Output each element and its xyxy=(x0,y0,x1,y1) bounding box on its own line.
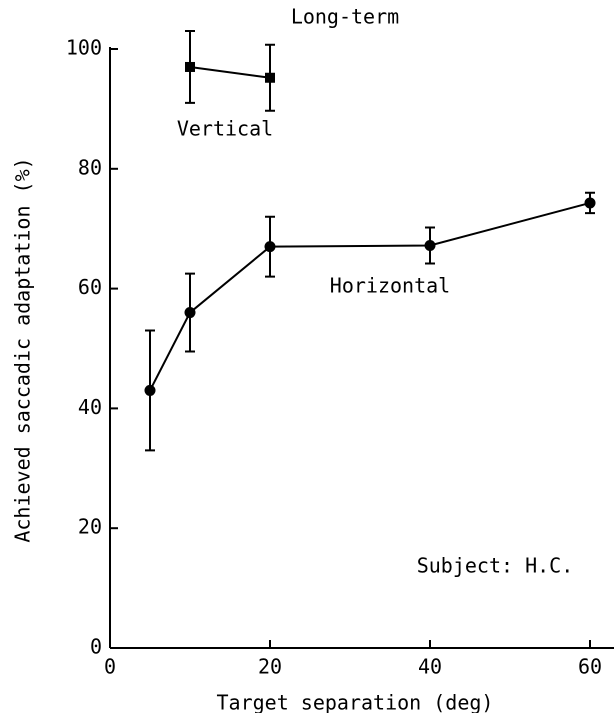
y-tick-label: 80 xyxy=(78,155,102,179)
x-tick-label: 60 xyxy=(578,655,602,679)
annotation: Horizontal xyxy=(330,274,450,298)
marker xyxy=(265,72,275,83)
marker xyxy=(184,307,196,319)
y-tick-label: 100 xyxy=(66,36,102,60)
y-tick-label: 60 xyxy=(78,275,102,299)
y-tick-label: 40 xyxy=(78,395,102,419)
marker xyxy=(144,384,156,396)
x-tick-label: 20 xyxy=(258,655,282,679)
x-tick-label: 0 xyxy=(104,655,116,679)
y-tick-label: 20 xyxy=(78,515,102,539)
series-line xyxy=(189,65,271,79)
marker xyxy=(424,239,436,251)
y-axis-label: Achieved saccadic adaptation (%) xyxy=(11,157,35,542)
marker xyxy=(185,61,195,72)
x-tick-label: 40 xyxy=(418,655,442,679)
marker xyxy=(584,197,596,209)
annotation: Vertical xyxy=(177,117,273,141)
y-tick-label: 0 xyxy=(90,635,102,659)
annotation: Long-term xyxy=(291,5,399,29)
x-axis-label: Target separation (deg) xyxy=(217,691,494,713)
marker xyxy=(264,241,276,253)
annotation: Subject: H.C. xyxy=(417,554,574,578)
